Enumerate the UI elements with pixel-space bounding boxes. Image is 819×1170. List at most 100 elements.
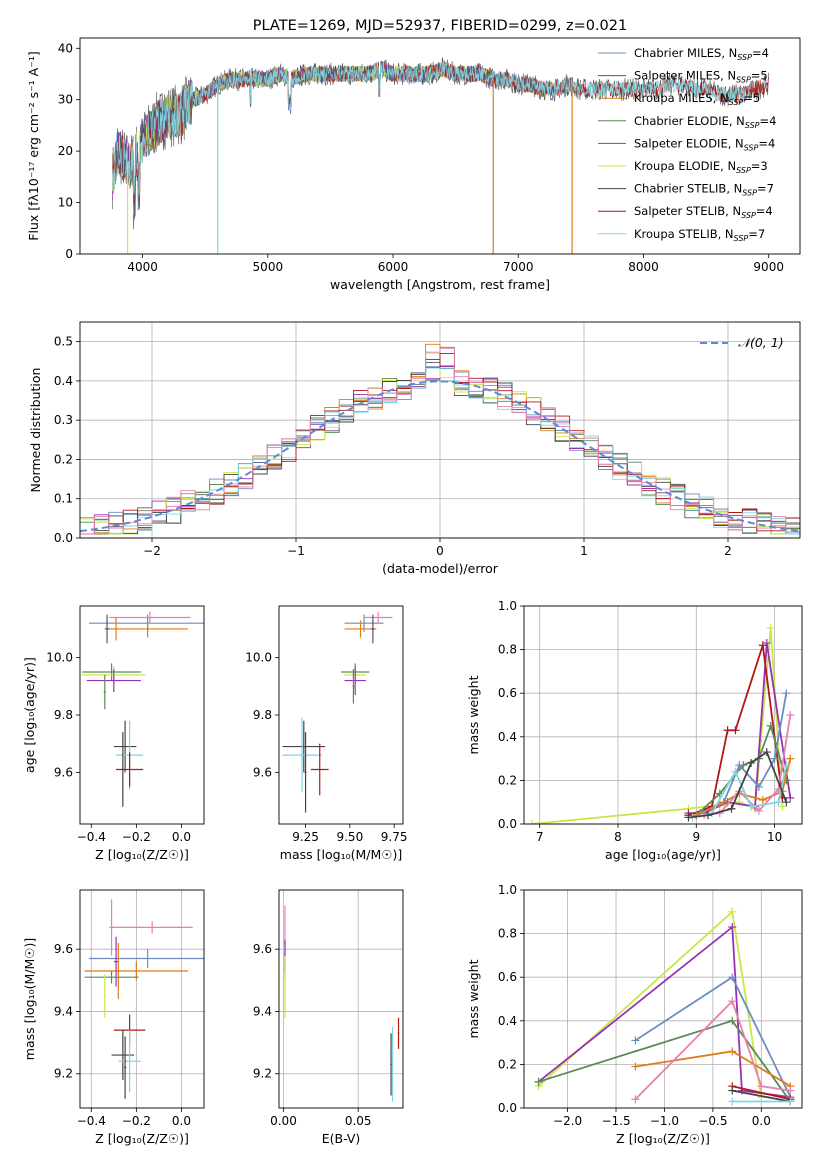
x-tick-label: 1 (580, 544, 588, 558)
data-point (104, 614, 110, 644)
series-marker (766, 623, 775, 632)
x-tick-label: 0 (436, 544, 444, 558)
data-point (304, 732, 307, 813)
y-tick-label: 1.0 (498, 883, 517, 897)
y-tick-label: 0.2 (498, 1057, 517, 1071)
x-axis-label: E(B-V) (322, 1131, 361, 1146)
legend-entry: Salpeter STELIB, NSSP=4 (634, 204, 773, 220)
series-marker (728, 1016, 737, 1025)
y-tick-label: 0.4 (498, 730, 517, 744)
legend: Chabrier MILES, NSSP=4 Salpeter MILES, NS… (598, 46, 776, 243)
plot-mass-vs-EBV: 0.00 0.05 9.2 9.4 9.6 E(B-V) (253, 889, 404, 1146)
series-line (732, 1085, 791, 1101)
axes-frame (278, 889, 404, 1109)
x-tick-label: 0.0 (172, 1114, 191, 1128)
series-marker (758, 796, 767, 805)
x-axis-label: Z [log₁₀(Z/Z☉)] (616, 1131, 710, 1146)
y-tick-label: 0.6 (498, 686, 517, 700)
data-point (116, 752, 144, 787)
series-marker (731, 767, 740, 776)
series-line (692, 764, 788, 819)
data-point (86, 669, 141, 693)
y-tick-label: 40 (58, 41, 73, 55)
plot-spectrum: 4000 5000 6000 7000 8000 9000 0 10 20 30 40 wavelen… (26, 18, 801, 292)
x-tick-label: −0.2 (122, 830, 151, 844)
axes-frame (79, 605, 205, 825)
data-point (89, 949, 204, 968)
data-point (344, 666, 366, 695)
series-marker (786, 793, 795, 802)
series-marker (786, 754, 795, 763)
series-marker (762, 748, 771, 757)
series-marker (731, 726, 740, 735)
x-tick-label: 6000 (378, 260, 409, 274)
spectrum-line (112, 62, 494, 215)
x-tick-label: 4000 (127, 260, 158, 274)
series-marker (631, 1095, 640, 1104)
y-axis-label: age [log₁₀(age/yr)] (22, 657, 37, 773)
y-tick-label: 0.2 (498, 773, 517, 787)
y-tick-label: 9.2 (253, 1067, 272, 1081)
x-tick-label: 9 (692, 830, 700, 844)
data-point (390, 1033, 392, 1096)
x-axis-label: age [log₁₀(age/yr)] (605, 847, 721, 862)
y-tick-label: 0.0 (498, 817, 517, 831)
y-tick-label: 1.0 (498, 599, 517, 613)
data-point (109, 899, 114, 956)
y-tick-label: 0.8 (498, 643, 517, 657)
y-tick-label: 0.8 (498, 927, 517, 941)
data-point (113, 720, 137, 773)
series-marker (747, 802, 756, 811)
data-point (113, 936, 119, 987)
x-tick-label: 7000 (503, 260, 534, 274)
spectrum-line (112, 61, 494, 211)
data-point (121, 732, 124, 807)
series-marker (735, 761, 744, 770)
histogram-step (80, 347, 800, 535)
series-marker (754, 806, 763, 815)
plot-mass-vs-Z: −0.4 −0.2 0.0 9.2 9.4 9.6 Z [log₁₀(Z/Z☉)] mass … (22, 889, 205, 1146)
y-axis-label: mass weight (466, 675, 481, 754)
data-point (310, 743, 329, 796)
series-marker (782, 689, 791, 698)
x-tick-label: 5000 (253, 260, 284, 274)
series-marker (534, 1077, 543, 1086)
x-tick-label: 9.25 (292, 830, 319, 844)
series-marker (527, 820, 536, 824)
series-marker (704, 811, 713, 820)
series-marker (728, 973, 737, 982)
data-point (282, 717, 322, 793)
chart-title: PLATE=1269, MJD=52937, FIBERID=0299, z=0… (253, 18, 627, 34)
series-kroupa-stelib (728, 1097, 795, 1106)
series-marker (728, 997, 737, 1006)
x-tick-label: −2 (143, 544, 161, 558)
series-kroupa-miles (631, 1047, 795, 1091)
data-point (118, 1030, 141, 1093)
y-tick-label: 9.8 (253, 708, 272, 722)
x-tick-label: 0.0 (752, 1114, 771, 1128)
x-tick-label: 9.50 (336, 830, 363, 844)
plot-area-mass-vs-Z (84, 899, 204, 1099)
x-tick-label: −1.5 (601, 1114, 630, 1128)
y-tick-label: 10.0 (245, 651, 272, 665)
data-point (111, 921, 193, 934)
series-marker (770, 754, 779, 763)
axes-frame (79, 321, 801, 539)
series-marker (754, 782, 763, 791)
data-point (391, 1027, 394, 1102)
y-tick-label: 9.2 (54, 1067, 73, 1081)
x-tick-label: −0.4 (77, 1114, 106, 1128)
y-axis-label: Normed distribution (28, 368, 43, 493)
y-tick-label: 9.4 (54, 1004, 73, 1018)
plot-mass-weight-vs-age: 7 8 9 10 0.0 0.2 0.4 0.6 0.8 1.0 age [log₁₀(age/yr… (466, 599, 803, 862)
plot-area-residuals (80, 343, 800, 535)
y-tick-label: 30 (58, 93, 73, 107)
legend-entry: Kroupa STELIB, NSSP=7 (634, 227, 765, 243)
data-point (103, 974, 106, 1018)
legend-entry: Chabrier STELIB, NSSP=7 (634, 182, 774, 198)
y-tick-label: 0.6 (498, 970, 517, 984)
spectrum-line (112, 61, 751, 196)
y-tick-label: 9.4 (253, 1004, 272, 1018)
series-marker (758, 641, 767, 650)
data-point (123, 1036, 127, 1099)
